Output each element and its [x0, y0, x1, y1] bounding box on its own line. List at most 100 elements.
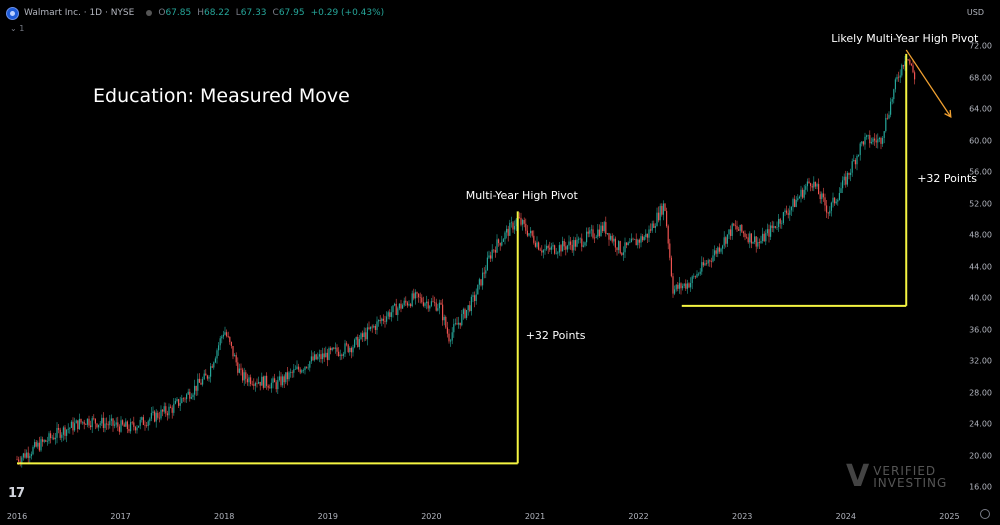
candle-up [69, 427, 71, 429]
candle-up [482, 272, 484, 286]
candle-down [779, 219, 781, 224]
candle-up [366, 327, 368, 340]
candle-down [490, 255, 492, 259]
candle-down [619, 241, 621, 254]
candle-up [835, 201, 837, 204]
candle-up [861, 141, 863, 144]
candle-up [662, 203, 664, 215]
indicator-collapse-toggle[interactable]: ⌄ 1 [10, 24, 25, 33]
candle-up [627, 242, 629, 246]
candle-up [749, 233, 751, 243]
candle-down [706, 263, 708, 264]
candle-down [269, 387, 271, 389]
candle-down [88, 418, 90, 426]
candle-up [430, 301, 432, 306]
candle-down [251, 383, 253, 385]
candle-up [75, 420, 77, 424]
candle-down [658, 212, 660, 221]
candle-up [544, 249, 546, 251]
candle-down [774, 226, 776, 228]
candle-down [914, 72, 916, 80]
candle-down [677, 284, 679, 289]
candle-down [886, 117, 888, 119]
candle-down [126, 421, 128, 430]
candle-down [483, 272, 485, 274]
candle-down [64, 427, 66, 436]
candle-down [371, 326, 373, 328]
candle-up [851, 161, 853, 173]
candle-down [435, 302, 437, 311]
candle-up [696, 273, 698, 278]
candle-up [659, 205, 661, 221]
candle-up [698, 273, 700, 275]
candle-up [398, 303, 400, 309]
candle-up [723, 237, 725, 246]
candle-down [531, 230, 533, 236]
candle-down [666, 210, 668, 227]
candle-up [397, 308, 399, 316]
candle-down [123, 424, 125, 427]
candle-down [875, 140, 877, 143]
candle-down [245, 372, 247, 379]
currency-label[interactable]: USD [966, 8, 984, 17]
candle-down [333, 347, 335, 349]
candle-down [787, 213, 789, 215]
candle-down [171, 407, 173, 413]
candle-up [152, 411, 154, 413]
candle-down [742, 231, 744, 234]
tradingview-logo-icon[interactable]: 17 [8, 486, 25, 501]
candle-up [82, 421, 84, 423]
candle-up [904, 61, 906, 67]
candle-down [162, 409, 164, 412]
candle-up [712, 255, 714, 262]
candle-up [701, 262, 703, 272]
likely-pivot-label: Likely Multi-Year High Pivot [831, 31, 979, 45]
candle-down [422, 302, 424, 306]
candle-up [707, 260, 709, 264]
candle-up [354, 339, 356, 348]
candle-down [330, 348, 332, 351]
y-tick-label: 20.00 [969, 451, 992, 460]
candle-down [565, 246, 567, 250]
candle-down [669, 243, 671, 258]
candle-down [128, 429, 130, 432]
candle-up [501, 241, 503, 246]
symbol-title[interactable]: Walmart Inc. · 1D · NYSE [24, 8, 135, 18]
candle-up [438, 302, 440, 309]
candle-down [907, 59, 909, 60]
candle-down [493, 249, 495, 251]
candle-down [421, 297, 423, 303]
candle-up [728, 229, 730, 235]
candle-down [474, 295, 476, 302]
candle-down [77, 420, 79, 430]
candle-down [653, 223, 655, 228]
candle-down [456, 323, 458, 325]
candle-up [894, 79, 896, 90]
candle-up [173, 403, 175, 413]
candle-down [96, 423, 98, 428]
candle-down [518, 217, 520, 218]
candle-down [283, 376, 285, 383]
candle-up [37, 442, 39, 447]
candle-down [374, 326, 376, 330]
candle-down [320, 354, 322, 360]
candle-down [275, 382, 277, 390]
candle-down [118, 426, 120, 432]
candle-down [845, 176, 847, 185]
candle-up [355, 337, 357, 340]
candle-down [494, 250, 496, 253]
candle-up [597, 229, 599, 237]
settings-gear-icon[interactable] [980, 509, 990, 519]
candle-up [179, 403, 181, 406]
candle-down [232, 345, 234, 357]
candle-up [48, 433, 50, 442]
candle-down [459, 322, 461, 326]
candle-up [795, 200, 797, 207]
candle-up [754, 236, 756, 243]
candle-down [909, 59, 911, 64]
candle-up [150, 412, 152, 419]
candle-up [290, 372, 292, 373]
candle-up [832, 197, 834, 203]
candle-up [114, 424, 116, 426]
